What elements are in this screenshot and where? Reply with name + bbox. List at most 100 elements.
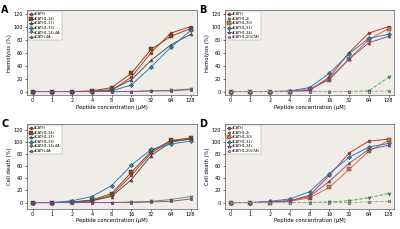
dCATH <box>109 89 114 92</box>
dCATH1-31i <box>268 200 272 203</box>
dCATH-4A <box>70 201 74 204</box>
dCATH-4A <box>50 201 55 204</box>
dCATH1-2i <box>386 76 391 79</box>
dCATH1-20i(7A) <box>386 200 391 203</box>
Line: dCATH-4A: dCATH-4A <box>31 197 192 204</box>
dCATH-4A <box>109 201 114 204</box>
dCATH1-30i <box>327 186 332 189</box>
dCATH1-31i <box>386 33 391 36</box>
Text: A: A <box>1 5 9 15</box>
dCATH-4A <box>109 90 114 93</box>
dCATH1-17i <box>188 33 193 36</box>
Line: dCATH1-17i: dCATH1-17i <box>31 137 192 204</box>
dCATH1-20i(7A) <box>327 90 332 93</box>
dCATH-4A <box>149 90 154 92</box>
dCATH1-2i <box>248 90 253 93</box>
dCATH1-34i <box>366 41 371 44</box>
dCATH1-34i <box>268 90 272 93</box>
dCATH1-30i <box>366 38 371 41</box>
dCATH <box>287 199 292 202</box>
dCATH1-17i <box>50 201 55 204</box>
Line: dCATH: dCATH <box>229 138 390 204</box>
dCATH1-34i <box>386 35 391 38</box>
dCATH1-31i <box>366 37 371 40</box>
dCATH1-33i <box>30 201 35 204</box>
dCATH <box>327 174 332 177</box>
dCATH1-33i <box>188 29 193 32</box>
dCATH1-31i <box>228 201 233 204</box>
dCATH1-31i <box>386 142 391 145</box>
dCATH1-31i <box>268 90 272 93</box>
dCATH <box>90 199 94 202</box>
Legend: dCATH, dCATH1-2i, dCATH1-30i, dCATH1-31i, dCATH1-34i, dCATH1-20i(7A): dCATH, dCATH1-2i, dCATH1-30i, dCATH1-31i… <box>226 11 261 40</box>
dCATH <box>70 90 74 93</box>
Y-axis label: Hemolysis (%): Hemolysis (%) <box>205 34 210 71</box>
Line: dCATH1-30i: dCATH1-30i <box>229 27 390 93</box>
Line: dCATH1-34i: dCATH1-34i <box>229 35 390 93</box>
dCATH1-2i <box>307 201 312 204</box>
dCATH1-34i <box>228 201 233 204</box>
dCATH1-14i <box>188 27 193 30</box>
dCATH1-31i <box>287 198 292 200</box>
dCATH1-33i <box>188 140 193 142</box>
dCATH1-17i <box>90 199 94 202</box>
dCATH1-17i <box>70 90 74 93</box>
dCATH1-14i <box>90 90 94 92</box>
dCATH1-20i(7A) <box>366 201 371 203</box>
Line: dCATH1-31i: dCATH1-31i <box>229 142 390 204</box>
dCATH1-14i <box>109 86 114 89</box>
dCATH1-30i <box>347 168 352 171</box>
dCATH <box>248 201 253 204</box>
dCATH1-2i <box>228 201 233 204</box>
dCATH-4A <box>30 201 35 204</box>
dCATH <box>268 201 272 203</box>
dCATH <box>129 76 134 79</box>
dCATH1-33i <box>129 84 134 86</box>
dCATH1-2i <box>287 201 292 204</box>
dCATH1-17i <box>30 201 35 204</box>
dCATH1-31i <box>327 72 332 75</box>
dCATH1-2i <box>268 90 272 93</box>
dCATH1-2i <box>327 90 332 93</box>
dCATH1-17i <box>129 79 134 81</box>
dCATH1-2i <box>386 192 391 195</box>
dCATH1-20i(7A) <box>327 201 332 204</box>
dCATH1-30i <box>307 87 312 90</box>
dCATH1-34i <box>228 90 233 93</box>
Line: dCATH1-30i: dCATH1-30i <box>229 139 390 204</box>
dCATH1-17i <box>168 141 173 144</box>
dCATH <box>347 152 352 155</box>
dCATH1-17i <box>168 44 173 46</box>
dCATH1-2i <box>347 90 352 93</box>
dCATH1-14i-4A <box>109 201 114 204</box>
dCATH1-33i <box>90 195 94 198</box>
dCATH1-31i <box>347 156 352 159</box>
dCATH1-30i <box>327 79 332 81</box>
dCATH1-20i(7A) <box>248 90 253 93</box>
Text: B: B <box>199 5 206 15</box>
dCATH <box>248 90 253 93</box>
dCATH1-30i <box>268 90 272 93</box>
dCATH <box>149 51 154 54</box>
dCATH1-34i <box>287 90 292 93</box>
dCATH1-34i <box>347 162 352 165</box>
dCATH1-14i <box>129 72 134 75</box>
dCATH <box>149 152 154 155</box>
dCATH1-14i <box>30 201 35 204</box>
dCATH1-30i <box>248 90 253 93</box>
X-axis label: Peptide concentration (μM): Peptide concentration (μM) <box>76 218 148 224</box>
dCATH1-20i(7A) <box>307 201 312 204</box>
Text: C: C <box>1 119 8 129</box>
dCATH1-14i <box>168 139 173 142</box>
dCATH1-20i(7A) <box>347 90 352 93</box>
dCATH1-14i-4A <box>70 201 74 204</box>
dCATH1-20i(7A) <box>287 90 292 93</box>
Line: dCATH1-33i: dCATH1-33i <box>31 29 192 93</box>
dCATH <box>109 194 114 197</box>
dCATH1-34i <box>248 201 253 204</box>
dCATH1-30i <box>307 196 312 199</box>
Legend: dCATH, dCATH1-14i, dCATH1-17i, dCATH1-33i, dCATH1-14i-4A, dCATH-4A: dCATH, dCATH1-14i, dCATH1-17i, dCATH1-33… <box>28 11 62 40</box>
Line: dCATH1-31i: dCATH1-31i <box>229 33 390 93</box>
dCATH1-20i(7A) <box>248 201 253 204</box>
dCATH1-2i <box>366 196 371 199</box>
